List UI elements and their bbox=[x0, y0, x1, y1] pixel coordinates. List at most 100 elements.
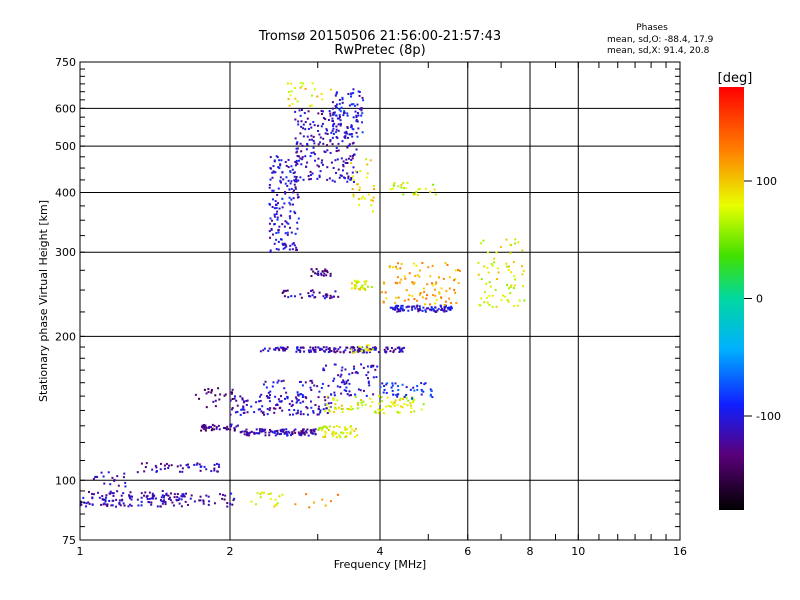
data-point bbox=[112, 494, 115, 497]
data-point bbox=[328, 409, 331, 412]
data-point bbox=[346, 146, 349, 149]
data-point bbox=[329, 294, 332, 297]
data-point bbox=[324, 399, 327, 402]
data-point bbox=[280, 214, 283, 217]
data-point bbox=[130, 498, 133, 501]
data-point bbox=[400, 304, 403, 307]
data-point bbox=[356, 183, 359, 186]
data-point bbox=[393, 308, 396, 311]
data-point bbox=[379, 386, 382, 389]
data-point bbox=[253, 431, 256, 434]
data-point bbox=[358, 94, 361, 97]
data-point bbox=[333, 347, 336, 350]
data-point bbox=[285, 432, 288, 435]
data-point bbox=[300, 108, 303, 111]
data-point bbox=[400, 183, 403, 186]
data-point bbox=[351, 175, 354, 178]
data-point bbox=[322, 408, 325, 411]
data-point bbox=[289, 171, 292, 174]
data-point bbox=[391, 382, 394, 385]
data-point bbox=[305, 406, 308, 409]
data-point bbox=[276, 202, 279, 205]
data-point bbox=[264, 380, 267, 383]
data-point bbox=[351, 154, 354, 157]
data-point bbox=[419, 292, 422, 295]
data-point bbox=[352, 179, 355, 182]
data-point bbox=[277, 228, 280, 231]
data-point bbox=[326, 132, 329, 135]
data-point bbox=[310, 126, 313, 129]
data-point bbox=[312, 429, 315, 432]
data-point bbox=[352, 92, 355, 95]
data-point bbox=[392, 393, 395, 396]
data-point bbox=[309, 350, 312, 353]
data-point bbox=[426, 283, 429, 286]
data-point bbox=[364, 403, 367, 406]
data-point bbox=[324, 504, 327, 507]
data-point bbox=[269, 156, 272, 159]
data-point bbox=[91, 492, 94, 495]
data-point bbox=[333, 391, 336, 394]
data-point bbox=[440, 287, 443, 290]
data-point bbox=[313, 350, 316, 353]
data-point bbox=[352, 103, 355, 106]
data-point bbox=[302, 400, 305, 403]
data-point bbox=[517, 241, 520, 244]
data-point bbox=[274, 498, 277, 501]
data-point bbox=[398, 399, 401, 402]
data-point bbox=[332, 166, 335, 169]
data-point bbox=[283, 295, 286, 298]
data-point bbox=[521, 273, 524, 276]
data-point bbox=[301, 430, 304, 433]
data-point bbox=[245, 403, 248, 406]
data-point bbox=[434, 193, 437, 196]
data-point bbox=[118, 499, 121, 502]
data-point bbox=[262, 491, 265, 494]
data-point bbox=[193, 500, 196, 503]
data-point bbox=[332, 120, 335, 123]
data-point bbox=[290, 187, 293, 190]
data-point bbox=[124, 485, 127, 488]
data-point bbox=[391, 403, 394, 406]
data-point bbox=[353, 279, 356, 282]
data-point bbox=[377, 351, 380, 354]
data-point bbox=[370, 204, 373, 207]
data-point bbox=[272, 381, 275, 384]
data-point bbox=[181, 493, 184, 496]
data-point bbox=[212, 400, 215, 403]
data-point bbox=[307, 292, 310, 295]
data-point bbox=[420, 393, 423, 396]
data-point bbox=[389, 306, 392, 309]
data-point bbox=[282, 430, 285, 433]
data-point bbox=[326, 178, 329, 181]
data-point bbox=[369, 348, 372, 351]
data-point bbox=[321, 163, 324, 166]
data-point bbox=[337, 149, 340, 152]
data-point bbox=[380, 400, 383, 403]
data-point bbox=[258, 431, 261, 434]
data-point bbox=[350, 125, 353, 128]
data-point bbox=[338, 117, 341, 120]
data-point bbox=[448, 297, 451, 300]
y-tick-label: 750 bbox=[55, 56, 76, 69]
data-point bbox=[312, 135, 315, 138]
data-point bbox=[300, 125, 303, 128]
data-point bbox=[486, 251, 489, 254]
data-point bbox=[348, 394, 351, 397]
data-point bbox=[382, 412, 385, 415]
data-point bbox=[187, 466, 190, 469]
data-point bbox=[329, 112, 332, 115]
data-point bbox=[442, 309, 445, 312]
data-point bbox=[403, 299, 406, 302]
data-point bbox=[316, 177, 319, 180]
data-point bbox=[302, 395, 305, 398]
data-point bbox=[407, 298, 410, 301]
data-point bbox=[294, 232, 297, 235]
data-point bbox=[280, 430, 283, 433]
data-point bbox=[324, 431, 327, 434]
data-point bbox=[272, 189, 275, 192]
data-point bbox=[345, 435, 348, 438]
data-point bbox=[285, 245, 288, 248]
data-point bbox=[284, 432, 287, 435]
